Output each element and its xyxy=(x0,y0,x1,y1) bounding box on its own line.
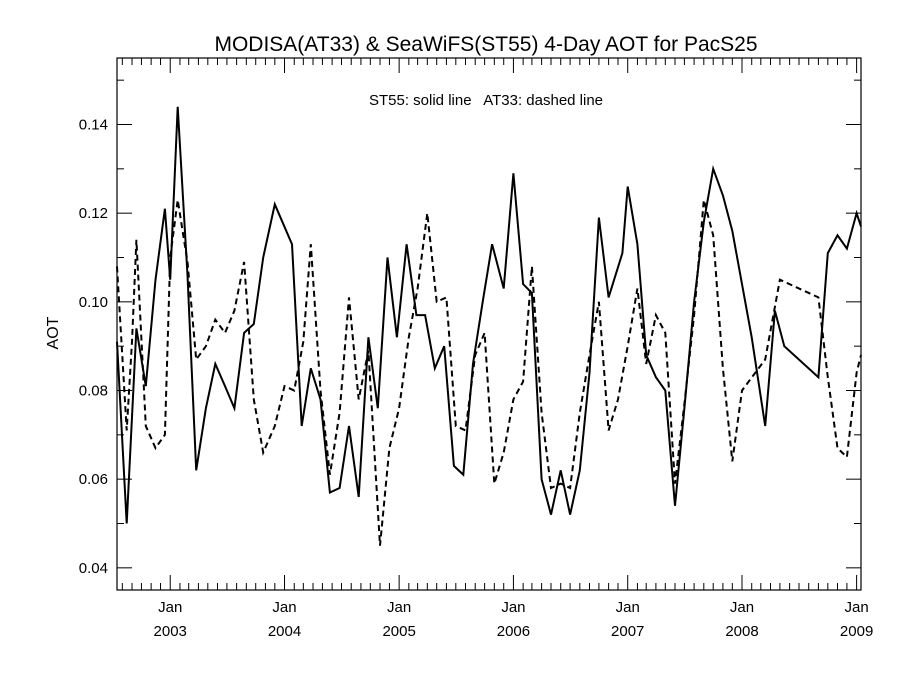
x-tick-year: 2003 xyxy=(154,623,187,640)
y-tick-label: 0.12 xyxy=(79,205,108,222)
x-tick-month: Jan xyxy=(501,599,525,616)
y-tick-label: 0.14 xyxy=(79,117,108,134)
y-axis-label: AOT xyxy=(45,316,62,349)
x-tick-month: Jan xyxy=(272,599,296,616)
y-tick-label: 0.08 xyxy=(79,383,108,400)
x-tick-month: Jan xyxy=(387,599,411,616)
y-tick-label: 0.04 xyxy=(79,560,108,577)
series-line-at33 xyxy=(116,199,862,546)
x-tick-year: 2007 xyxy=(611,623,644,640)
x-tick-year: 2009 xyxy=(840,623,873,640)
x-tick-year: 2008 xyxy=(725,623,758,640)
x-tick-month: Jan xyxy=(158,599,182,616)
x-tick-month: Jan xyxy=(845,599,869,616)
y-tick-label: 0.10 xyxy=(79,294,108,311)
x-tick-year: 2004 xyxy=(268,623,301,640)
x-tick-month: Jan xyxy=(616,599,640,616)
series-line-st55 xyxy=(116,106,862,524)
x-tick-month: Jan xyxy=(730,599,754,616)
plot-frame xyxy=(116,57,862,591)
y-tick-labels: 0.04 0.06 0.08 0.10 0.12 0.14 xyxy=(79,117,108,577)
y-tick-label: 0.06 xyxy=(79,471,108,488)
x-tick-year: 2006 xyxy=(497,623,530,640)
x-tick-year: 2005 xyxy=(382,623,415,640)
chart-title: MODISA(AT33) & SeaWiFS(ST55) 4-Day AOT f… xyxy=(214,33,757,56)
axis-ticks xyxy=(117,58,861,590)
series-lines xyxy=(116,106,862,546)
line-style-annotation: ST55: solid line AT33: dashed line xyxy=(369,92,603,109)
x-tick-labels: Jan 2003 Jan 2004 Jan 2005 Jan 2006 Jan 2007 Jan 20… xyxy=(154,599,874,640)
